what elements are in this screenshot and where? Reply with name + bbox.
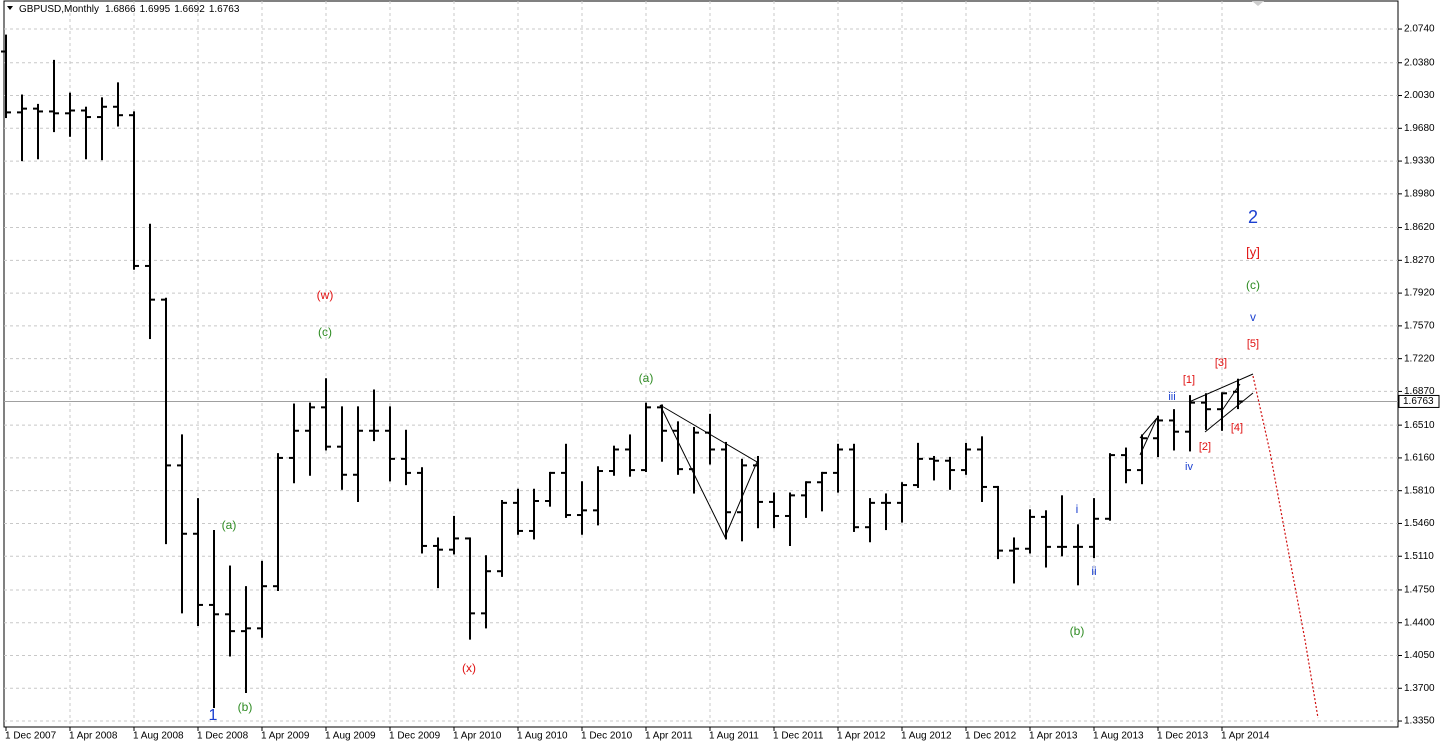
chart-header: GBPUSD,Monthly 1.6866 1.6995 1.6692 1.6763: [19, 4, 240, 15]
x-tick-label: 1 Dec 2008: [197, 731, 249, 742]
y-tick-label: 1.5810: [1404, 485, 1435, 496]
price-label: 1.6763: [1403, 396, 1434, 407]
header-low: 1.6692: [174, 4, 205, 15]
y-tick-label: 1.6510: [1404, 420, 1435, 431]
y-tick-label: 2.0030: [1404, 90, 1435, 101]
y-tick-label: 1.8620: [1404, 222, 1435, 233]
trend-line: [1220, 383, 1241, 413]
x-tick-label: 1 Dec 2012: [965, 731, 1017, 742]
bars: [1, 34, 1243, 708]
x-tick-label: 1 Apr 2013: [1029, 731, 1078, 742]
wave-label: v: [1250, 310, 1256, 324]
wave-label: [4]: [1231, 422, 1243, 434]
x-tick-label: 1 Dec 2011: [773, 731, 824, 742]
y-tick-label: 1.5110: [1404, 551, 1434, 562]
x-tick-label: 1 Apr 2011: [645, 731, 693, 742]
labels: 2.0740 2.0380 2.0030 1.9680 1.9330 1.8980 1.86…: [5, 24, 1440, 742]
y-tick-label: 1.4750: [1404, 585, 1435, 596]
wave-label: (b): [1070, 624, 1085, 638]
wave-label: ii: [1091, 564, 1096, 578]
y-tick-label: 1.9330: [1404, 156, 1435, 167]
x-tick-label: 1 Apr 2009: [261, 731, 310, 742]
x-tick-label: 1 Dec 2007: [5, 731, 57, 742]
menu-arrow[interactable]: [7, 6, 13, 10]
x-tick-label: 1 Dec 2010: [581, 731, 633, 742]
wave-label: (x): [462, 661, 476, 675]
x-tick-label: 1 Apr 2012: [837, 731, 886, 742]
y-tick-label: 1.4400: [1404, 617, 1435, 628]
wave-label: (a): [639, 371, 654, 385]
shift-marker: [1252, 1, 1264, 6]
y-tick-label: 1.3350: [1404, 716, 1435, 727]
wave-label: (a): [222, 518, 237, 532]
wave-label: (b): [238, 700, 253, 714]
y-tick-label: 1.8980: [1404, 188, 1435, 199]
wave-label: 1: [209, 707, 218, 724]
y-tick-label: 2.0740: [1404, 24, 1435, 35]
y-tick-label: 1.7920: [1404, 288, 1435, 299]
header-close: 1.6763: [209, 4, 240, 15]
wave-label: [y]: [1246, 244, 1260, 259]
price-label-box: [1398, 394, 1440, 408]
x-tick-label: 1 Aug 2012: [901, 731, 952, 742]
x-tick-label: 1 Aug 2013: [1093, 731, 1144, 742]
y-tick-label: 1.3700: [1404, 683, 1435, 694]
x-tick-label: 1 Apr 2014: [1221, 731, 1270, 742]
x-tick-label: 1 Dec 2009: [389, 731, 441, 742]
y-tick-label: 1.9680: [1404, 123, 1435, 134]
wave-label: i: [1076, 502, 1079, 516]
y-tick-label: 1.6870: [1404, 386, 1435, 397]
y-tick-label: 1.4050: [1404, 650, 1435, 661]
y-tick-label: 1.7220: [1404, 353, 1435, 364]
wave-label: (c): [318, 325, 332, 339]
wave-label: (w): [317, 288, 334, 302]
trend-line: [1204, 392, 1254, 433]
y-tick-label: 1.6160: [1404, 453, 1435, 464]
x-tick-label: 1 Aug 2008: [133, 731, 184, 742]
wave-label: 2: [1248, 207, 1258, 227]
y-tick-label: 2.0380: [1404, 57, 1435, 68]
x-tick-label: 1 Aug 2011: [709, 731, 759, 742]
y-tick-label: 1.7570: [1404, 321, 1435, 332]
wave-label: [3]: [1215, 357, 1227, 369]
y-tick-label: 1.8270: [1404, 255, 1435, 266]
y-tick-label: 1.5460: [1404, 518, 1435, 529]
x-tick-label: 1 Apr 2008: [69, 731, 118, 742]
x-tick-label: 1 Aug 2010: [517, 731, 568, 742]
wave-label: iv: [1185, 461, 1193, 473]
wave-label: iii: [1168, 391, 1175, 403]
x-tick-label: 1 Apr 2010: [453, 731, 502, 742]
plot-frame: [3, 0, 1399, 728]
header-open: 1.6866: [105, 4, 136, 15]
x-tick-label: 1 Dec 2013: [1157, 731, 1209, 742]
wave-label: [1]: [1183, 374, 1195, 386]
symbol: GBPUSD,Monthly: [19, 4, 99, 15]
x-tick-label: 1 Aug 2009: [325, 731, 376, 742]
wave-label: [5]: [1247, 338, 1259, 350]
wave-label: [2]: [1199, 441, 1211, 453]
wave-label: (c): [1246, 278, 1260, 292]
trend-line: [1188, 373, 1254, 403]
header-high: 1.6995: [140, 4, 171, 15]
